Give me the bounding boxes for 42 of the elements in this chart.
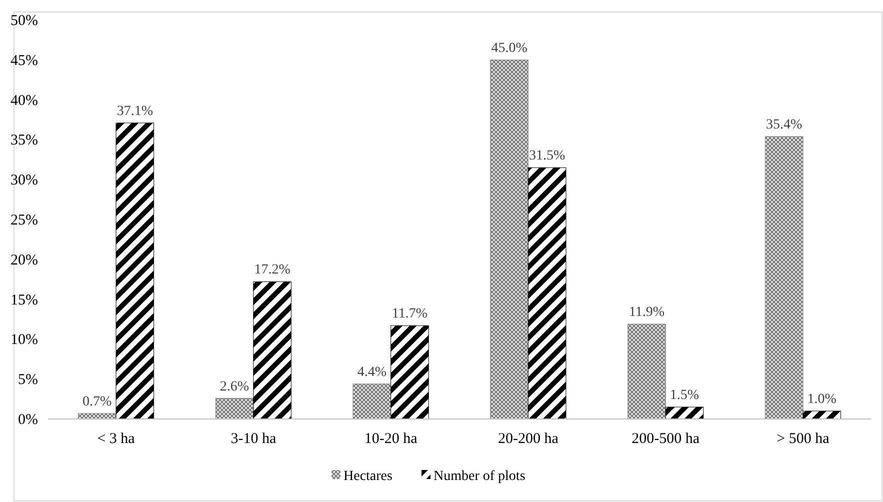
data-label: 2.6%	[220, 379, 250, 394]
y-tick-label: 30%	[10, 172, 38, 189]
x-tick-label: 20-200 ha	[498, 431, 559, 447]
data-label: 31.5%	[529, 148, 566, 164]
y-tick-label: 0%	[18, 412, 38, 428]
bar	[628, 324, 666, 420]
bar	[490, 60, 528, 420]
data-label: 4.4%	[357, 364, 387, 380]
bar	[802, 410, 842, 420]
y-tick-label: 50%	[10, 13, 38, 29]
data-label: 1.5%	[670, 388, 700, 404]
data-label: 11.7%	[392, 306, 428, 322]
bar	[665, 406, 704, 420]
data-label: 37.1%	[116, 104, 154, 119]
bar	[116, 122, 154, 420]
bar	[764, 136, 804, 420]
x-tick-label: 200-500 ha	[632, 431, 700, 447]
y-tick-label: 35%	[10, 132, 38, 149]
data-label: 45.0%	[491, 40, 528, 56]
bar	[215, 398, 254, 420]
bar	[352, 384, 392, 420]
bar	[253, 281, 292, 420]
y-tick-label: 10%	[10, 332, 38, 348]
y-tick-label: 25%	[10, 212, 38, 228]
y-tick-label: 15%	[10, 292, 38, 308]
x-tick-label: 3-10 ha	[230, 431, 276, 447]
legend-label: Hectares	[344, 469, 392, 484]
data-label: 35.4%	[766, 118, 803, 133]
x-tick-label: < 3 ha	[97, 431, 136, 447]
y-tick-label: 45%	[10, 52, 38, 69]
bar	[528, 167, 566, 420]
data-label: 11.9%	[628, 305, 665, 320]
data-label: 1.0%	[807, 392, 837, 408]
legend-label: Number of plots	[434, 469, 526, 484]
x-tick-label: 10-20 ha	[364, 431, 418, 447]
x-tick-label: > 500 ha	[776, 431, 830, 447]
y-tick-label: 40%	[10, 92, 38, 109]
data-label: 0.7%	[82, 394, 112, 410]
data-label: 17.2%	[254, 262, 291, 278]
bar	[390, 325, 429, 420]
y-tick-label: 5%	[18, 372, 38, 388]
y-tick-label: 20%	[10, 252, 38, 268]
